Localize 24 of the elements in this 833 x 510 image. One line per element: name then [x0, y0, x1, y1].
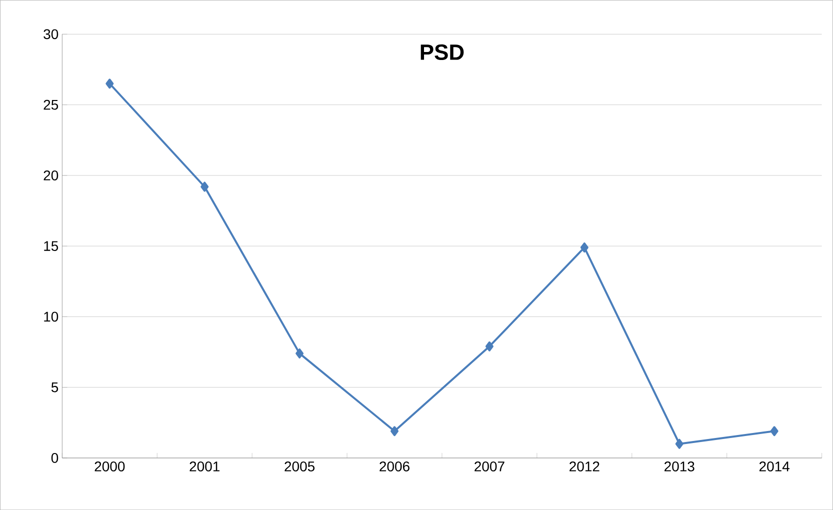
x-tick-label: 2012: [570, 461, 600, 472]
point: [200, 182, 209, 192]
y-tick-label: 10: [44, 312, 58, 322]
y-tick-label: 15: [44, 241, 58, 251]
point: [390, 426, 399, 436]
y-tick-label: 5: [51, 382, 58, 392]
y-tick-label: 20: [44, 170, 58, 180]
point: [296, 348, 304, 358]
point: [770, 426, 778, 436]
chart-title: PSD: [420, 44, 464, 60]
x-tick-label: 2005: [284, 461, 315, 472]
x-tick-label: 2006: [380, 461, 410, 472]
x-tick-label: 2013: [664, 461, 694, 472]
y-tick-label: 30: [44, 29, 58, 40]
y-tick-label: 25: [44, 100, 58, 110]
point: [106, 78, 114, 89]
point: [580, 242, 588, 252]
y-tick-label: 0: [51, 452, 58, 463]
point: [485, 341, 494, 352]
x-tick-label: 2001: [190, 461, 220, 472]
x-tick-label: 2000: [94, 461, 125, 472]
x-tick-label: 2007: [474, 461, 504, 472]
x-tick-label: 2014: [759, 461, 790, 472]
point: [675, 438, 684, 449]
